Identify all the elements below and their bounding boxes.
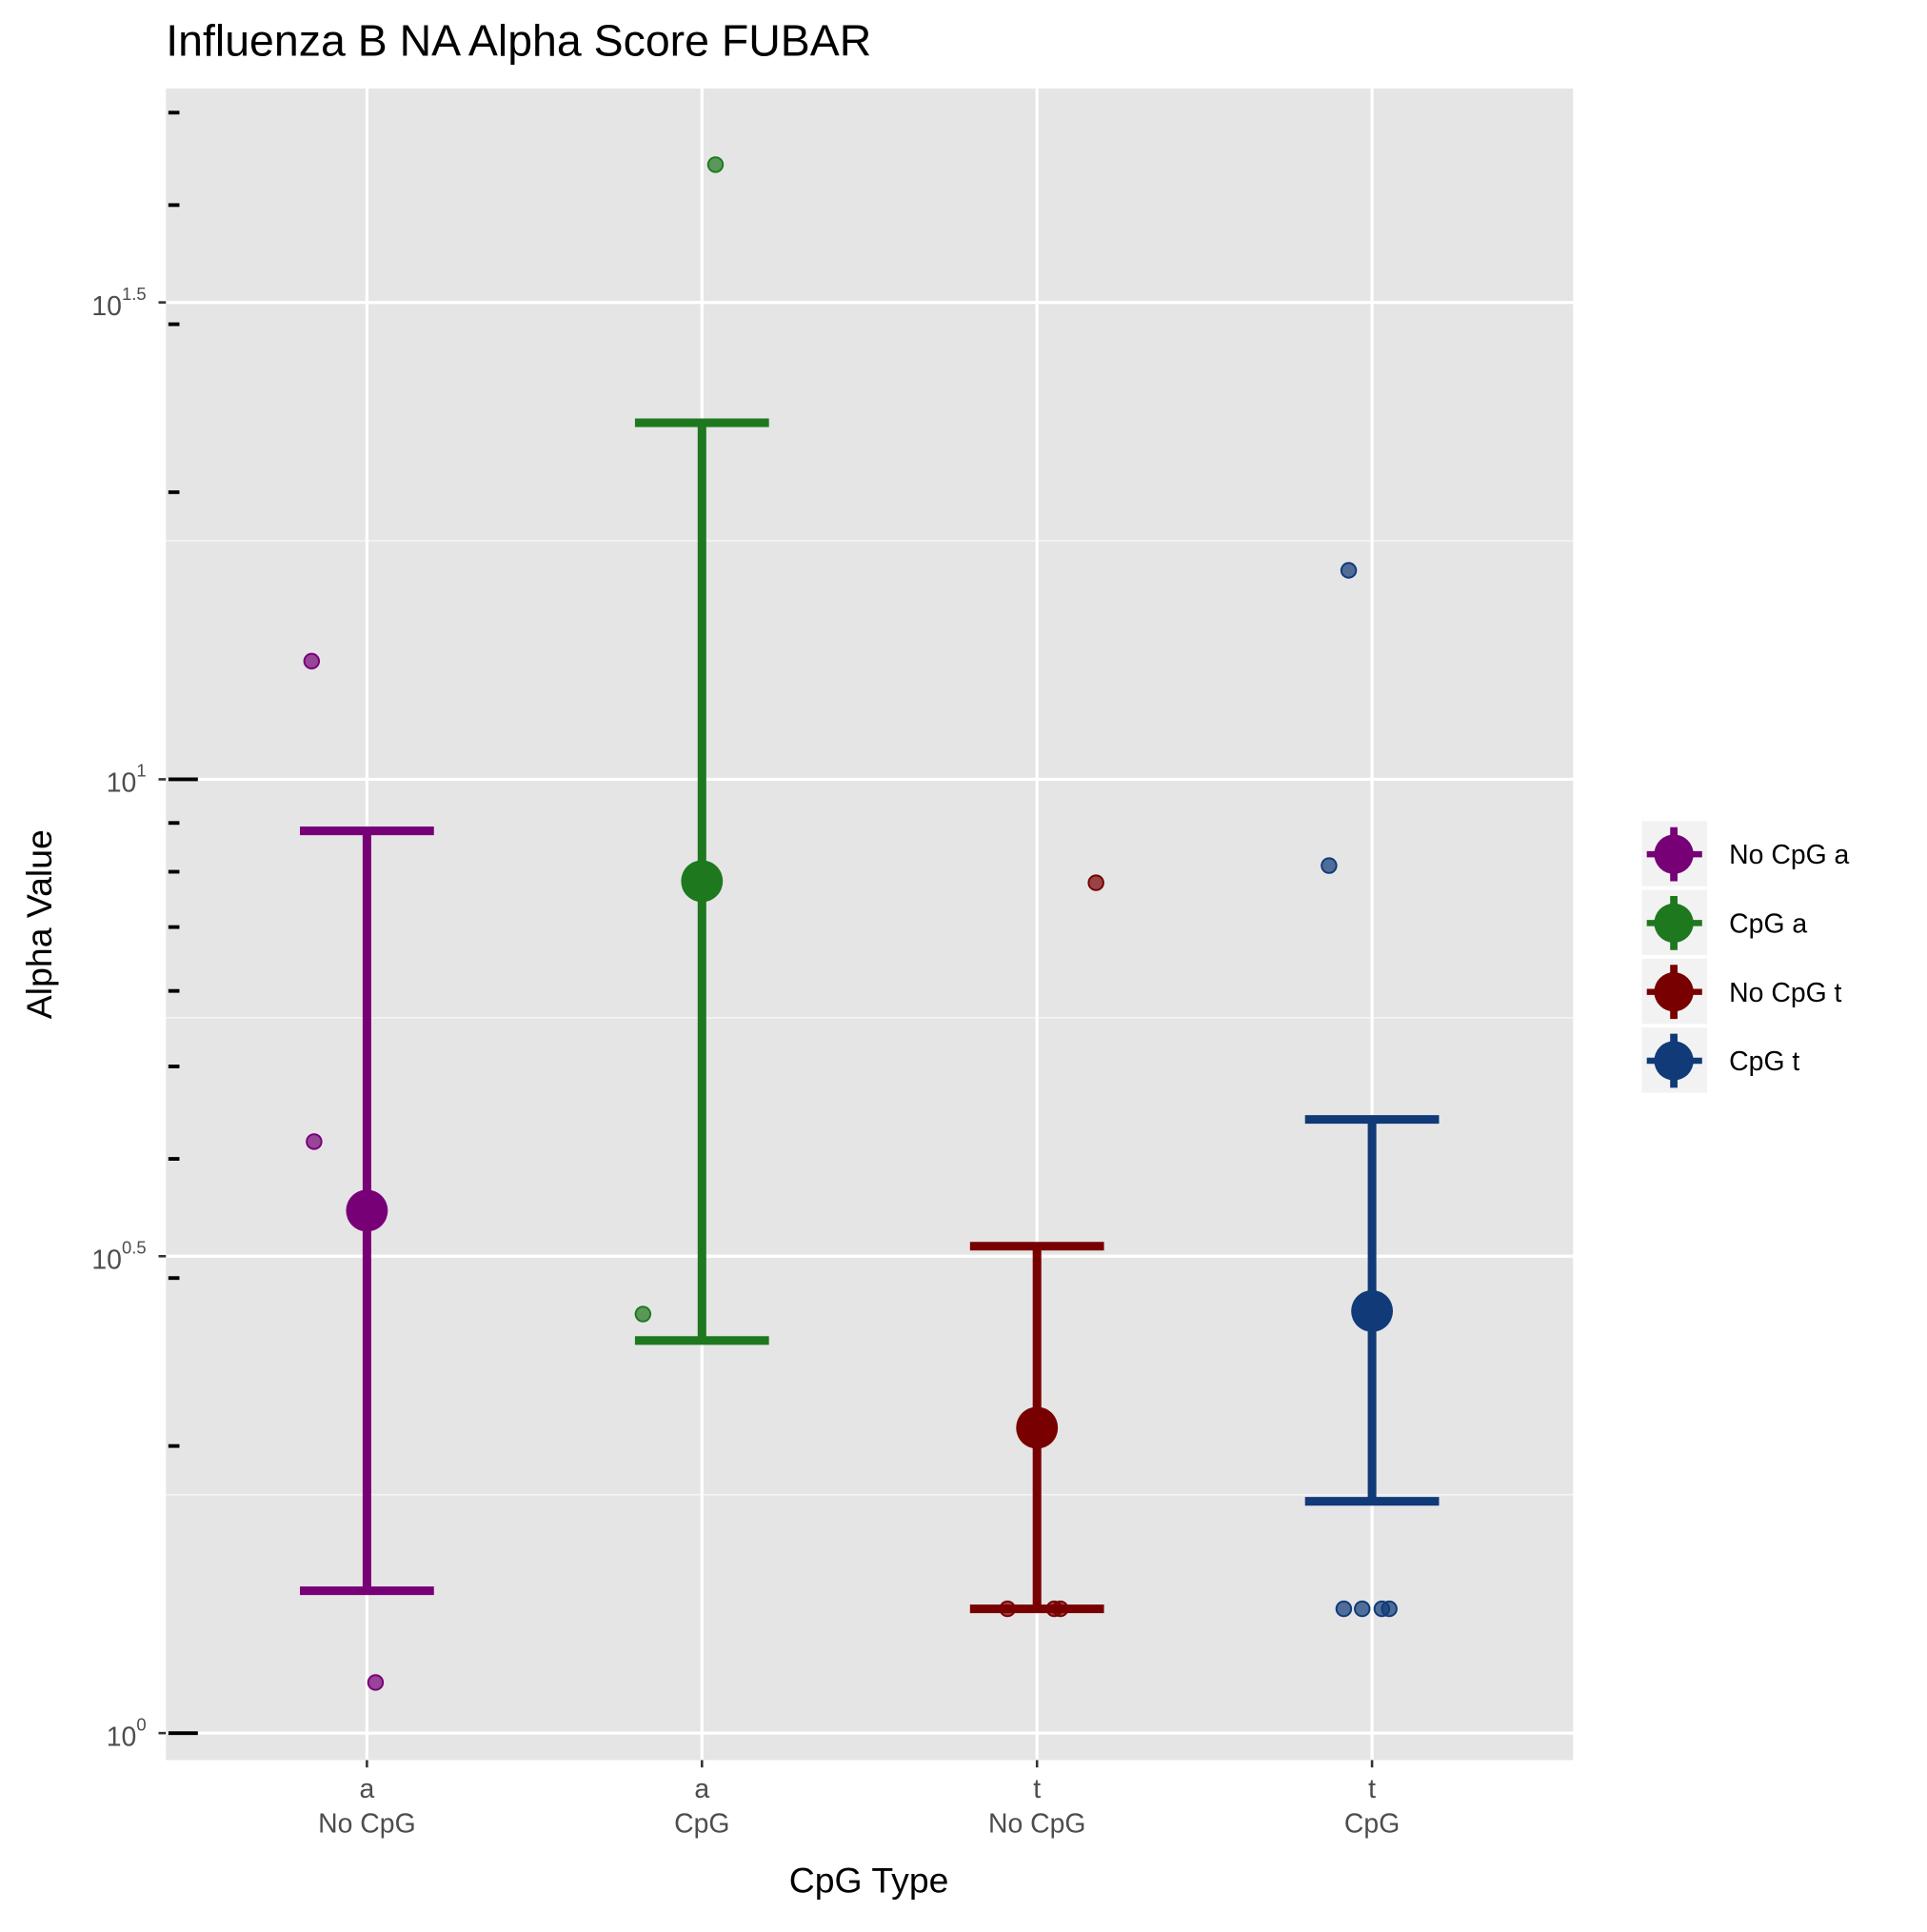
legend-point: [1654, 834, 1694, 874]
data-point: [303, 652, 321, 670]
data-point: [1052, 1600, 1069, 1618]
legend-label: CpG a: [1729, 908, 1807, 939]
panel: [166, 88, 1574, 1761]
data-point: [634, 1305, 652, 1323]
data-point: [1354, 1600, 1371, 1618]
x-tick-label: No CpG: [318, 1808, 415, 1839]
y-tick-label: 101: [107, 761, 147, 799]
legend-point: [1654, 972, 1694, 1012]
x-axis-title: CpG Type: [789, 1860, 949, 1900]
legend-point: [1654, 903, 1694, 944]
x-tick-label: No CpG: [988, 1808, 1086, 1839]
data-point: [706, 156, 725, 173]
y-tick-label: 100: [107, 1714, 147, 1752]
legend-label: No CpG t: [1729, 978, 1841, 1008]
data-point: [1321, 857, 1338, 874]
data-point: [999, 1600, 1016, 1618]
x-tick-label: CpG: [1344, 1808, 1400, 1839]
data-point: [1381, 1600, 1398, 1618]
data-point: [1340, 562, 1358, 579]
y-tick-label: 101.5: [91, 284, 146, 322]
legend-label: CpG t: [1729, 1046, 1799, 1077]
x-tick-label: t: [1368, 1774, 1376, 1804]
mean-point: [1016, 1406, 1059, 1449]
x-tick-label: a: [360, 1774, 375, 1804]
data-point: [1335, 1600, 1353, 1618]
legend-label: No CpG a: [1729, 840, 1849, 870]
y-axis-title: Alpha Value: [19, 829, 59, 1019]
mean-point: [1351, 1289, 1394, 1332]
x-tick-label: CpG: [674, 1808, 729, 1839]
mean-point: [681, 860, 724, 903]
y-tick-label: 100.5: [91, 1237, 146, 1275]
chart-title: Influenza B NA Alpha Score FUBAR: [166, 16, 871, 66]
data-point: [306, 1133, 323, 1150]
x-tick-label: t: [1033, 1774, 1041, 1804]
mean-point: [346, 1189, 388, 1232]
x-tick-label: a: [694, 1774, 709, 1804]
data-point: [367, 1674, 385, 1691]
data-point: [1087, 874, 1104, 891]
legend-point: [1654, 1041, 1694, 1081]
